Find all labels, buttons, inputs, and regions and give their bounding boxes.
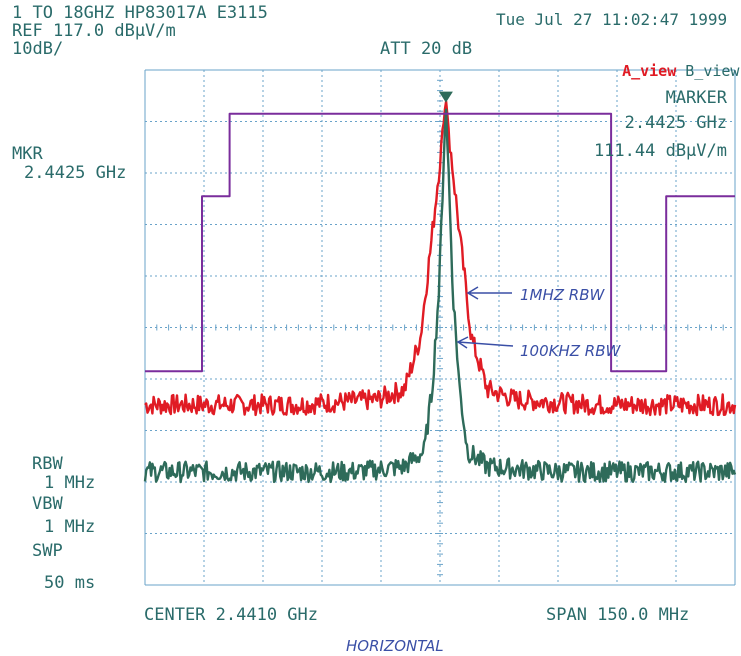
range-label: 1 TO 18GHZ HP83017A E3115 bbox=[12, 3, 268, 23]
vbw-value: 1 MHz bbox=[44, 517, 96, 537]
mkr-title: MKR bbox=[12, 144, 43, 164]
rbw-title: RBW bbox=[32, 454, 63, 474]
view-a-tab[interactable]: A_view bbox=[622, 62, 677, 80]
marker-level: 111.44 dBµV/m bbox=[593, 141, 727, 161]
ref-level-label: REF 117.0 dBµV/m bbox=[12, 21, 176, 41]
mkr-frequency: 2.4425 GHz bbox=[24, 163, 127, 183]
scale-label: 10dB/ bbox=[12, 39, 64, 59]
marker-layer bbox=[438, 91, 453, 103]
swp-value: 50 ms bbox=[44, 573, 96, 593]
handwritten-horizontal: HORIZONTAL bbox=[346, 637, 444, 655]
handwritten-annotations: 1MHZ RBW 100KHZ RBW HORIZONTAL bbox=[346, 286, 622, 655]
trace-1 bbox=[144, 100, 737, 417]
marker-triangle-icon bbox=[438, 91, 453, 103]
rbw-value: 1 MHz bbox=[44, 473, 96, 493]
arrow-1mhz bbox=[466, 286, 512, 300]
swp-title: SWP bbox=[32, 541, 63, 561]
marker-title: MARKER bbox=[665, 88, 727, 108]
vbw-title: VBW bbox=[32, 494, 63, 514]
trace-3 bbox=[145, 112, 735, 373]
span-label: SPAN 150.0 MHz bbox=[546, 605, 690, 625]
annotation-1mhz-rbw: 1MHZ RBW bbox=[520, 286, 606, 304]
attenuation-label: ATT 20 dB bbox=[380, 39, 473, 59]
annotation-100khz-rbw: 100KHZ RBW bbox=[520, 342, 622, 360]
arrow-100khz bbox=[456, 336, 514, 349]
center-frequency-label: CENTER 2.4410 GHz bbox=[144, 605, 318, 625]
view-b-tab[interactable]: B_view bbox=[685, 62, 740, 80]
marker-frequency: 2.4425 GHz bbox=[624, 113, 727, 133]
trace-2 bbox=[143, 108, 737, 484]
plot-grid bbox=[144, 69, 736, 586]
plot-traces bbox=[143, 100, 737, 484]
datetime-label: Tue Jul 27 11:02:47 1999 bbox=[496, 10, 728, 29]
view-tabs: A_view B_view bbox=[604, 44, 739, 80]
